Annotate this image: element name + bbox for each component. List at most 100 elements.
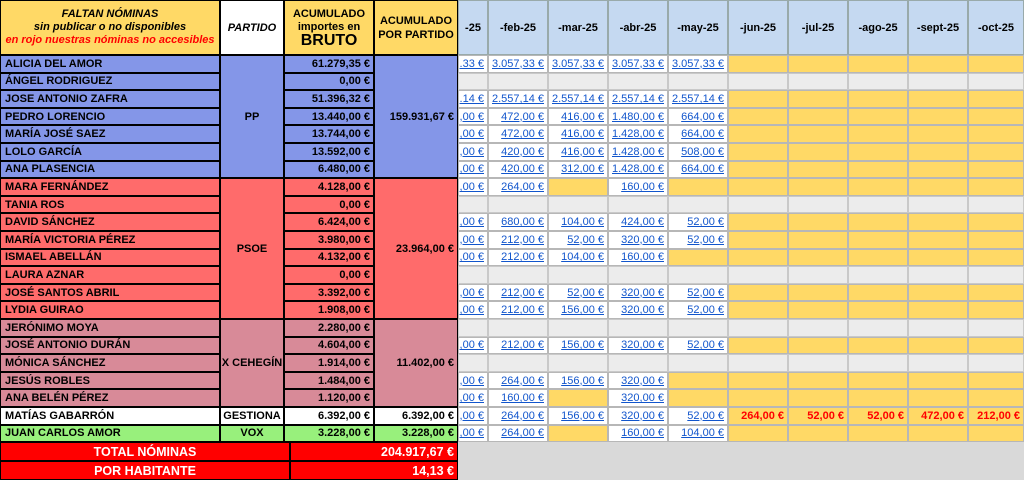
month-unavailable-cell: [728, 72, 788, 91]
month-empty-cell: [728, 90, 788, 108]
month-payroll-link[interactable]: 3.057,33 €: [608, 55, 668, 73]
month-payroll-link[interactable]: ,00 €: [458, 336, 488, 355]
month-payroll-link[interactable]: 156,00 €: [548, 336, 608, 355]
month-payroll-link[interactable]: 3.057,33 €: [548, 55, 608, 73]
month-payroll-link[interactable]: 320,00 €: [608, 336, 668, 355]
month-payroll-link[interactable]: 2.557,14 €: [608, 90, 668, 108]
month-payroll-link[interactable]: 212,00 €: [488, 248, 548, 267]
month-payroll-link[interactable]: ,00 €: [458, 160, 488, 179]
month-payroll-link[interactable]: 664,00 €: [668, 107, 728, 126]
month-payroll-link[interactable]: 664,00 €: [668, 160, 728, 179]
por-habitante-label: POR HABITANTE: [0, 461, 290, 480]
month-payroll-link[interactable]: 156,00 €: [548, 407, 608, 425]
member-acumulado: 4.128,00 €: [284, 178, 374, 196]
month-payroll-link[interactable]: ,00 €: [458, 407, 488, 425]
month-payroll-link[interactable]: 424,00 €: [608, 213, 668, 231]
month-unavailable-cell: [488, 72, 548, 91]
month-payroll-link[interactable]: 1.428,00 €: [608, 125, 668, 143]
month-payroll-link[interactable]: 1.480,00 €: [608, 107, 668, 126]
month-payroll-link[interactable]: 104,00 €: [548, 213, 608, 231]
month-payroll-link[interactable]: 52,00 €: [668, 231, 728, 249]
month-payroll-link[interactable]: 212,00 €: [488, 301, 548, 319]
month-empty-cell: [908, 90, 968, 108]
month-payroll-link[interactable]: 3.057,33 €: [488, 55, 548, 73]
month-payroll-link[interactable]: 160,00 €: [608, 424, 668, 443]
party-total: 6.392,00 €: [374, 407, 458, 425]
month-payroll-link[interactable]: ,00 €: [458, 143, 488, 161]
month-payroll-link[interactable]: ,00 €: [458, 231, 488, 249]
month-payroll-link[interactable]: 320,00 €: [608, 389, 668, 407]
month-empty-cell: [728, 178, 788, 196]
month-payroll-link[interactable]: 312,00 €: [548, 160, 608, 179]
month-payroll-link[interactable]: 472,00 €: [488, 107, 548, 126]
month-payroll-link[interactable]: ,00 €: [458, 301, 488, 319]
month-payroll-link[interactable]: ,00 €: [458, 389, 488, 407]
month-empty-cell: [548, 389, 608, 407]
month-payroll-link[interactable]: ,00 €: [458, 283, 488, 302]
month-payroll-link[interactable]: 212,00 €: [488, 283, 548, 302]
month-payroll-link[interactable]: 320,00 €: [608, 283, 668, 302]
month-payroll-link[interactable]: 212,00 €: [488, 231, 548, 249]
month-payroll-link[interactable]: 420,00 €: [488, 160, 548, 179]
month-payroll-link[interactable]: ,00 €: [458, 213, 488, 231]
month-payroll-link[interactable]: ,00 €: [458, 125, 488, 143]
month-payroll-link[interactable]: ,00 €: [458, 178, 488, 196]
member-name: ÁNGEL RODRIGUEZ: [0, 72, 220, 91]
member-acumulado: 13.440,00 €: [284, 107, 374, 126]
month-payroll-link[interactable]: 104,00 €: [548, 248, 608, 267]
month-payroll-link[interactable]: ,00 €: [458, 424, 488, 443]
month-empty-cell: [728, 248, 788, 267]
month-payroll-link[interactable]: 2.557,14 €: [668, 90, 728, 108]
month-payroll-link[interactable]: 52,00 €: [548, 231, 608, 249]
month-payroll-link[interactable]: 156,00 €: [548, 301, 608, 319]
month-empty-cell: [968, 231, 1024, 249]
month-payroll-link[interactable]: 416,00 €: [548, 107, 608, 126]
month-unavailable-cell: [668, 354, 728, 372]
month-payroll-link[interactable]: 416,00 €: [548, 125, 608, 143]
month-payroll-link[interactable]: 508,00 €: [668, 143, 728, 161]
month-payroll-link[interactable]: ,00 €: [458, 248, 488, 267]
month-unavailable-cell: [488, 354, 548, 372]
importes-line: importes en: [297, 21, 361, 33]
month-payroll-link[interactable]: 416,00 €: [548, 143, 608, 161]
month-payroll-link[interactable]: .14 €: [458, 90, 488, 108]
month-payroll-link[interactable]: ,00 €: [458, 371, 488, 390]
month-payroll-link[interactable]: 264,00 €: [488, 371, 548, 390]
month-payroll-link[interactable]: 2.557,14 €: [548, 90, 608, 108]
month-payroll-link[interactable]: 52,00 €: [548, 283, 608, 302]
member-acumulado: 1.120,00 €: [284, 389, 374, 407]
month-payroll-link[interactable]: 320,00 €: [608, 301, 668, 319]
month-payroll-link[interactable]: 320,00 €: [608, 231, 668, 249]
month-payroll-link[interactable]: 320,00 €: [608, 407, 668, 425]
month-payroll-link[interactable]: 264,00 €: [488, 407, 548, 425]
month-header: -sept-25: [908, 0, 968, 55]
month-payroll-link[interactable]: 104,00 €: [668, 424, 728, 443]
month-payroll-link[interactable]: 680,00 €: [488, 213, 548, 231]
month-payroll-link[interactable]: .33 €: [458, 55, 488, 73]
month-payroll-link[interactable]: 264,00 €: [488, 178, 548, 196]
month-payroll-link[interactable]: 1.428,00 €: [608, 143, 668, 161]
month-payroll-link[interactable]: 52,00 €: [668, 407, 728, 425]
month-payroll-link[interactable]: 52,00 €: [668, 213, 728, 231]
month-payroll-link[interactable]: 2.557,14 €: [488, 90, 548, 108]
month-payroll-link[interactable]: 52,00 €: [668, 301, 728, 319]
month-payroll-link[interactable]: 264,00 €: [488, 424, 548, 443]
month-payroll-link[interactable]: 52,00 €: [668, 283, 728, 302]
member-name: MÓNICA SÁNCHEZ: [0, 354, 220, 372]
member-name: JOSÉ SANTOS ABRIL: [0, 283, 220, 302]
month-payroll-link[interactable]: 1.428,00 €: [608, 160, 668, 179]
month-payroll-link[interactable]: 472,00 €: [488, 125, 548, 143]
month-unavailable-cell: [458, 319, 488, 337]
month-payroll-link[interactable]: 320,00 €: [608, 371, 668, 390]
month-payroll-link[interactable]: 664,00 €: [668, 125, 728, 143]
month-payroll-link[interactable]: 160,00 €: [488, 389, 548, 407]
month-empty-cell: [848, 283, 908, 302]
month-payroll-link[interactable]: 52,00 €: [668, 336, 728, 355]
month-payroll-link[interactable]: 160,00 €: [608, 248, 668, 267]
month-payroll-link[interactable]: 420,00 €: [488, 143, 548, 161]
month-payroll-link[interactable]: ,00 €: [458, 107, 488, 126]
month-payroll-link[interactable]: 160,00 €: [608, 178, 668, 196]
month-payroll-link[interactable]: 156,00 €: [548, 371, 608, 390]
month-payroll-link[interactable]: 3.057,33 €: [668, 55, 728, 73]
month-payroll-link[interactable]: 212,00 €: [488, 336, 548, 355]
